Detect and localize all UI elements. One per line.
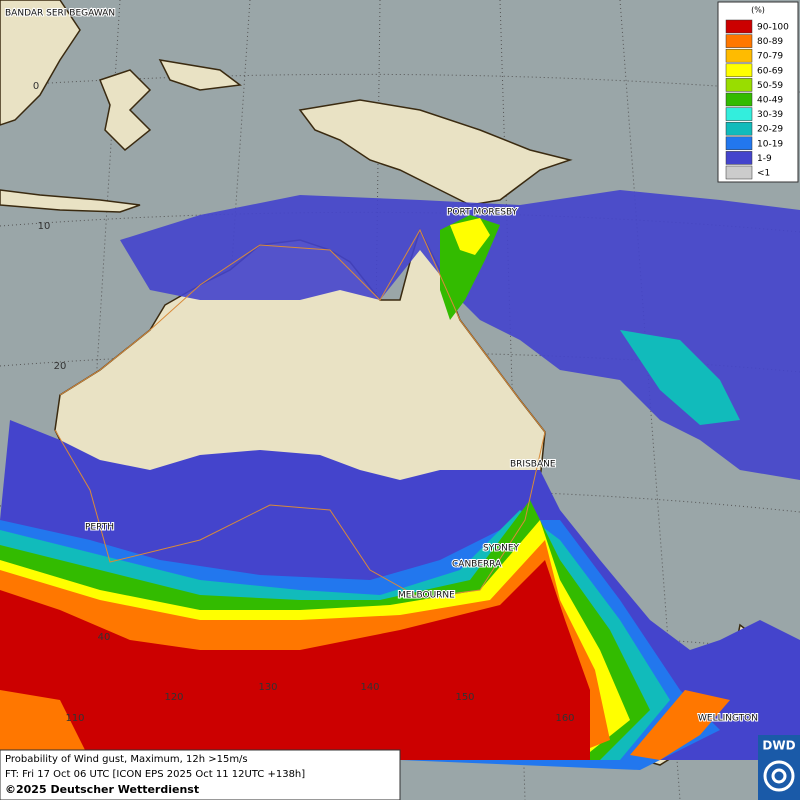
longitude-label: 160 (555, 713, 574, 724)
latitude-label: 10 (38, 221, 51, 232)
legend-swatch (725, 121, 753, 136)
logo-text: DWD (762, 739, 795, 753)
latitude-label: 40 (98, 632, 111, 643)
legend-label: 40-49 (757, 96, 783, 106)
longitude-label: 120 (164, 692, 183, 703)
legend-swatch (725, 151, 753, 165)
legend-label: 50-59 (757, 81, 783, 91)
legend-swatch (725, 136, 753, 151)
legend-label: 1-9 (757, 154, 772, 164)
legend: (%) 90-100 80-89 70-79 60-69 50-59 40-49 30-39… (717, 1, 799, 183)
legend-label: 30-39 (757, 110, 783, 120)
legend-swatch (725, 63, 753, 78)
legend-label: 10-19 (757, 139, 783, 149)
legend-swatch (725, 78, 753, 92)
legend-swatch (725, 48, 753, 63)
copyright-text: ©2025 Deutscher Wetterdienst (5, 783, 199, 796)
longitude-label: 150 (455, 692, 474, 703)
logo-swirl (771, 768, 787, 784)
longitude-label: 130 (258, 682, 277, 693)
probability-field (0, 190, 800, 770)
city-label: BRISBANE (510, 460, 556, 470)
latitude-label: 20 (54, 361, 67, 372)
footer-box (0, 749, 401, 800)
legend-label: 70-79 (757, 52, 783, 62)
city-label: WELLINGTON (698, 714, 758, 724)
legend-swatch (725, 107, 753, 121)
legend-label: 20-29 (757, 125, 783, 135)
legend-label: 60-69 (757, 66, 783, 76)
legend-label: 80-89 (757, 37, 783, 47)
city-label: CANBERRA (452, 560, 502, 570)
legend-title: (%) (751, 6, 765, 15)
legend-swatch (725, 19, 753, 34)
logo: DWD (758, 735, 800, 800)
labels: BANDAR SERI BEGAWAN PORT MORESBY BRISBANE P… (4, 8, 759, 725)
legend-swatch (725, 34, 753, 48)
longitude-label: 110 (65, 713, 84, 724)
forecast-text: FT: Fri 17 Oct 06 UTC [ICON EPS 2025 Oct… (5, 769, 305, 780)
city-label: BANDAR SERI BEGAWAN (5, 9, 115, 19)
legend-swatch (725, 92, 753, 107)
city-label: SYDNEY (483, 544, 520, 554)
city-label: PORT MORESBY (447, 208, 518, 218)
product-text: Probability of Wind gust, Maximum, 12h >… (5, 754, 248, 765)
legend-swatch (725, 165, 753, 180)
latitude-label: 0 (33, 81, 39, 92)
city-label: MELBOURNE (398, 591, 455, 601)
longitude-label: 140 (360, 682, 379, 693)
legend-label: <1 (757, 169, 770, 179)
footer: Probability of Wind gust, Maximum, 12h >… (0, 749, 401, 800)
logo-swirl (763, 760, 795, 792)
legend-label: 90-100 (757, 23, 789, 33)
city-label: PERTH (85, 523, 114, 533)
